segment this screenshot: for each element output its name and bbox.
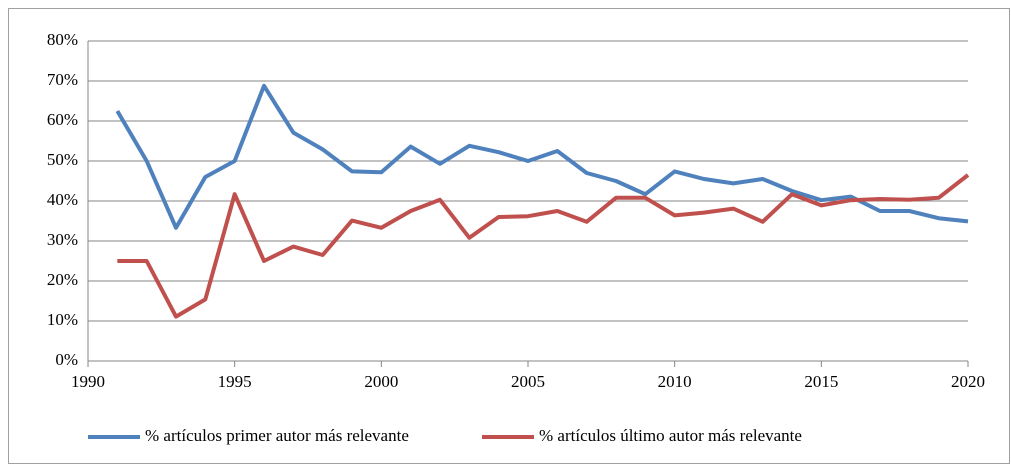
y-tick-label: 80% [47, 30, 78, 49]
x-tick-label: 2020 [951, 372, 985, 391]
chart-frame [8, 8, 1010, 464]
series-line [117, 173, 970, 319]
legend-label: % artículos último autor más relevante [539, 426, 802, 445]
x-tick-label: 2015 [804, 372, 838, 391]
series-line [115, 83, 969, 230]
x-tick-label: 1995 [218, 372, 252, 391]
y-tick-label: 20% [47, 270, 78, 289]
y-tick-label: 70% [47, 70, 78, 89]
y-tick-label: 10% [47, 310, 78, 329]
x-tick-label: 2010 [658, 372, 692, 391]
x-tick-label: 2000 [364, 372, 398, 391]
legend-label: % artículos primer autor más relevante [145, 426, 409, 445]
x-tick-label: 1990 [71, 372, 105, 391]
y-tick-label: 50% [47, 150, 78, 169]
y-tick-label: 30% [47, 230, 78, 249]
x-tick-label: 2005 [511, 372, 545, 391]
y-tick-label: 0% [55, 350, 78, 369]
y-tick-label: 40% [47, 190, 78, 209]
y-tick-label: 60% [47, 110, 78, 129]
